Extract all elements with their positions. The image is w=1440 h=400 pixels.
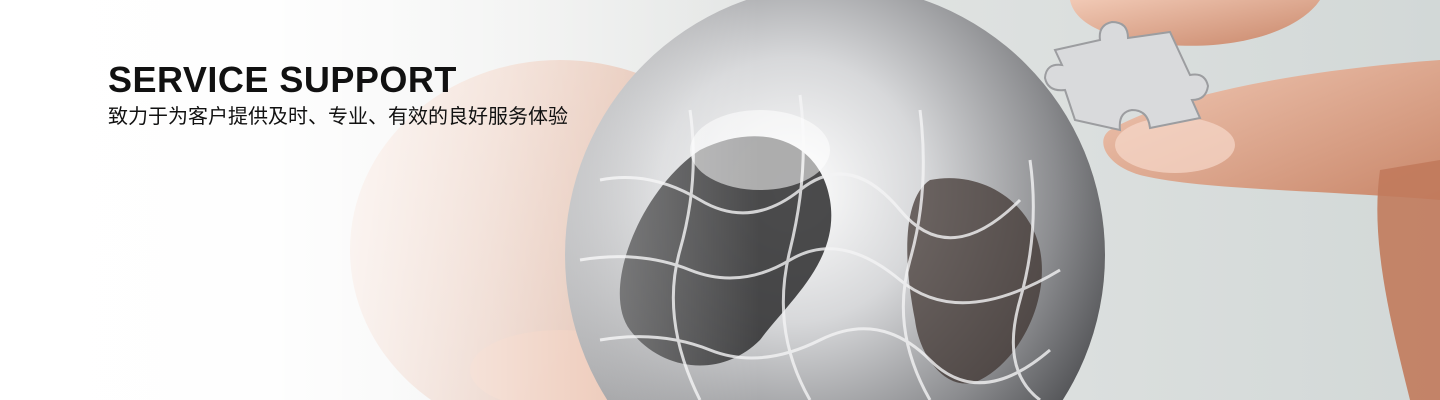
banner-subtitle: 致力于为客户提供及时、专业、有效的良好服务体验 [108,104,568,128]
banner-title: SERVICE SUPPORT [108,59,457,100]
left-fade-overlay [0,0,760,400]
puzzle-piece [1043,20,1210,132]
banner-copy: SERVICE SUPPORT 致力于为客户提供及时、专业、有效的良好服务体验 [108,60,568,130]
